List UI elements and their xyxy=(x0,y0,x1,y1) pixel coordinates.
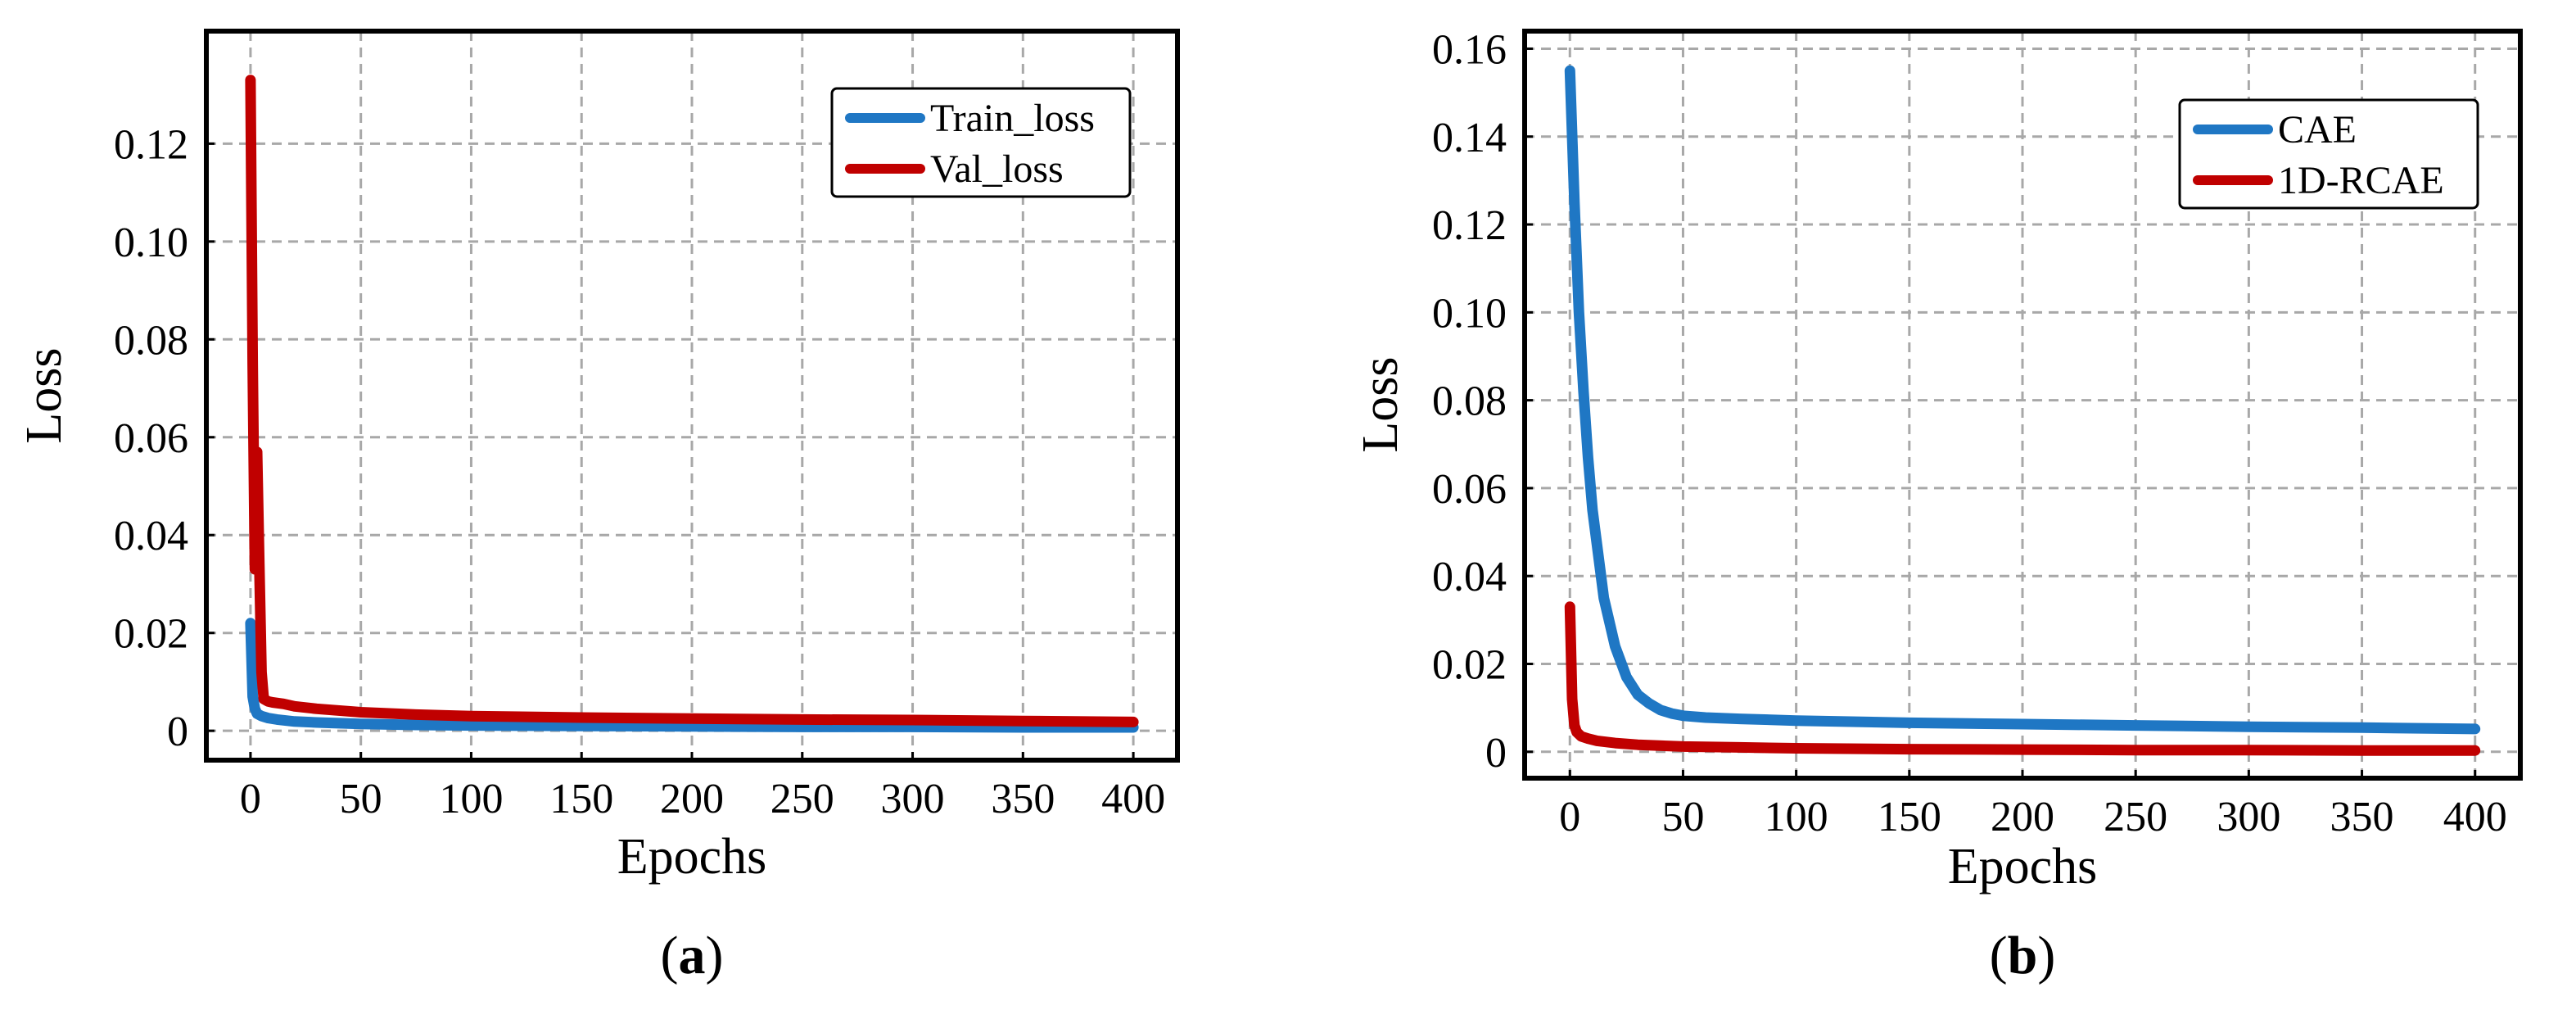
series-line-train-loss xyxy=(245,618,1139,733)
y-axis-title: Loss xyxy=(1353,356,1408,452)
x-tick-label: 100 xyxy=(439,776,503,822)
x-tick-label: 150 xyxy=(1878,794,1941,840)
x-tick-label: 0 xyxy=(1559,794,1580,840)
panel-label-open: ( xyxy=(661,926,679,985)
x-tick-label: 200 xyxy=(660,776,724,822)
series-line-1d-rcae xyxy=(1564,601,2481,756)
y-tick-labels: 0 0.02 0.04 0.06 0.08 0.10 0.12 xyxy=(114,121,215,755)
legend: CAE 1D-RCAE xyxy=(2178,98,2479,210)
panel-label-letter: a xyxy=(679,926,706,985)
panel-label-letter: b xyxy=(2008,926,2038,985)
legend-label-val-loss: Val_loss xyxy=(930,147,1064,191)
x-tick-label: 150 xyxy=(549,776,613,822)
y-axis-title: Loss xyxy=(16,347,72,443)
y-tick-label: 0.02 xyxy=(1432,642,1507,689)
y-tick-label: 0.16 xyxy=(1432,26,1507,73)
x-tick-label: 300 xyxy=(2217,794,2280,840)
panel-label-b: (b) xyxy=(1990,926,2056,985)
y-tick-label: 0.06 xyxy=(114,415,188,462)
series-line-cae xyxy=(1564,65,2481,735)
x-tick-label: 300 xyxy=(881,776,945,822)
panel-label-open: ( xyxy=(1990,926,2008,985)
chart-panel-b: 0 50 100 150 200 250 300 350 400 0 0.02 0.04 0.06 0.… xyxy=(1353,26,2523,985)
x-tick-label: 200 xyxy=(1991,794,2054,840)
x-tick-label: 400 xyxy=(1101,776,1165,822)
y-tick-label: 0.02 xyxy=(114,611,188,658)
legend-label-train-loss: Train_loss xyxy=(930,97,1095,140)
y-tick-label: 0.08 xyxy=(1432,378,1507,425)
y-tick-label: 0.06 xyxy=(1432,466,1507,513)
y-tick-label: 0.12 xyxy=(1432,202,1507,249)
y-tick-label: 0.04 xyxy=(114,513,188,559)
x-tick-labels: 0 50 100 150 200 250 300 350 400 xyxy=(240,752,1165,822)
x-tick-labels: 0 50 100 150 200 250 300 350 400 xyxy=(1559,770,2507,840)
series-line-val-loss xyxy=(245,75,1139,727)
legend: Train_loss Val_loss xyxy=(830,87,1132,198)
x-tick-label: 50 xyxy=(340,776,382,822)
series-lines xyxy=(1564,65,2481,756)
y-tick-label: 0.10 xyxy=(114,220,188,266)
y-tick-labels: 0 0.02 0.04 0.06 0.08 0.10 0.12 0.14 0.16 xyxy=(1432,26,1533,777)
y-tick-label: 0.08 xyxy=(114,317,188,364)
x-tick-label: 250 xyxy=(2104,794,2167,840)
panel-label-a: (a) xyxy=(661,926,724,985)
y-tick-label: 0.04 xyxy=(1432,554,1507,600)
panel-label-close: ) xyxy=(2037,926,2055,985)
y-tick-label: 0 xyxy=(167,709,188,755)
y-tick-label: 0.12 xyxy=(114,121,188,168)
x-tick-label: 50 xyxy=(1661,794,1704,840)
x-tick-label: 250 xyxy=(771,776,834,822)
legend-label-cae: CAE xyxy=(2278,108,2357,152)
y-tick-label: 0 xyxy=(1485,730,1507,777)
x-tick-label: 350 xyxy=(991,776,1055,822)
y-tick-label: 0.14 xyxy=(1432,115,1507,161)
x-axis-title: Epochs xyxy=(1948,839,2098,894)
x-tick-label: 100 xyxy=(1765,794,1828,840)
series-lines xyxy=(245,75,1139,733)
legend-label-1d-rcae: 1D-RCAE xyxy=(2278,159,2444,202)
chart-panel-a: 0 50 100 150 200 250 300 350 400 0 0.02 0.04 0.06 0.… xyxy=(16,29,1180,985)
x-axis-title: Epochs xyxy=(617,829,767,885)
y-tick-label: 0.10 xyxy=(1432,290,1507,337)
x-tick-label: 350 xyxy=(2330,794,2394,840)
x-tick-label: 400 xyxy=(2443,794,2507,840)
panel-label-close: ) xyxy=(706,926,724,985)
x-tick-label: 0 xyxy=(240,776,261,822)
